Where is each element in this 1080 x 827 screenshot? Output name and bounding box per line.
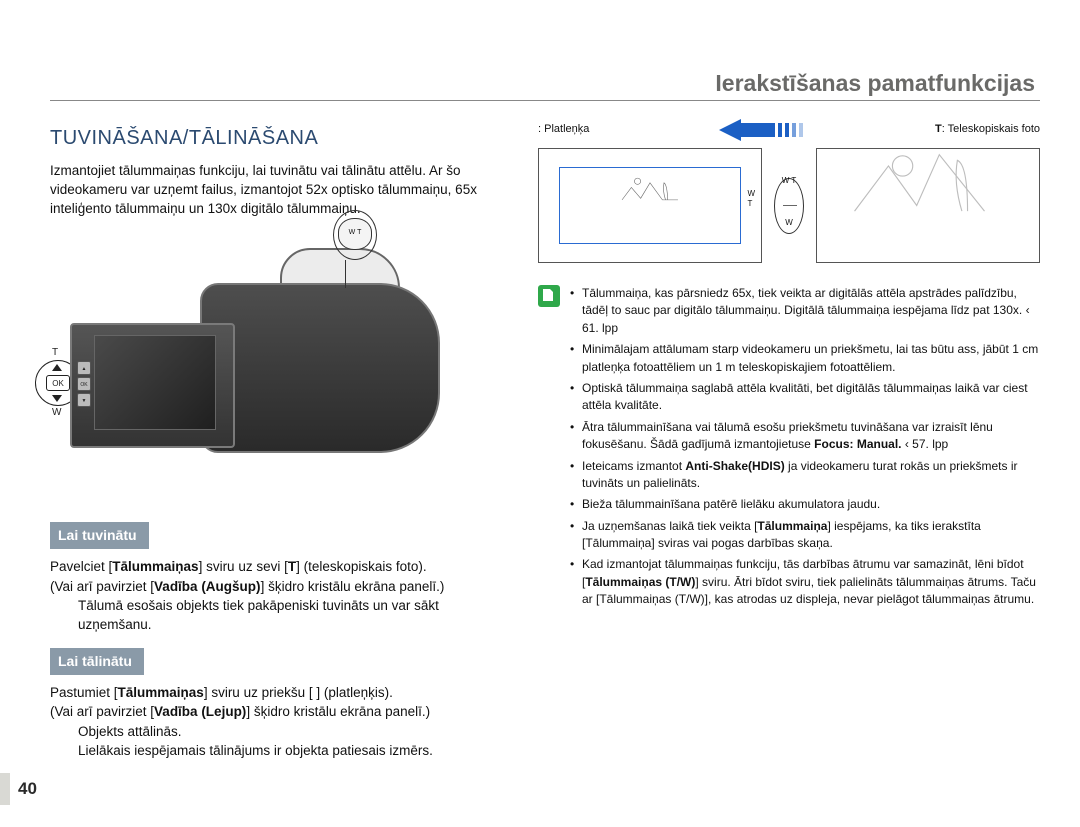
note-item: Minimālajam attālumam starp videokameru … <box>570 341 1040 376</box>
lcd-screen <box>94 335 216 430</box>
zi-1b: Tālummaiņas <box>112 559 198 574</box>
zoom-out-text: Pastumiet [Tālummaiņas] sviru uz priekšu… <box>50 683 510 760</box>
nav-ok-label: OK <box>46 375 70 391</box>
left-column: TUVINĀŠANA/TĀLINĀŠANA Izmantojiet tālumm… <box>50 120 510 760</box>
subheading-zoom-in: Lai tuvinātu <box>50 522 149 549</box>
note-7-text: Kad izmantojat tālummaiņas funkciju, tās… <box>582 557 1036 606</box>
dpad-up-icon: ▲ <box>77 361 91 375</box>
zo-1c: ] sviru uz priekšu [ ] (platleņķis). <box>204 685 393 700</box>
camera-illustration: T OK W ▲ ▼ OK W T <box>70 228 440 498</box>
note-list: Tālummaiņa, kas pārsniedz 65x, tiek veik… <box>570 285 1040 613</box>
zi-1e: ] (teleskopiskais foto). <box>296 559 427 574</box>
note-block: Tālummaiņa, kas pārsniedz 65x, tiek veik… <box>538 285 1040 613</box>
zi-1d: T <box>288 559 296 574</box>
thumb-w: W <box>747 189 755 199</box>
note-4-text: Ieteicams izmantot Anti-Shake(HDIS) ja v… <box>582 459 1017 490</box>
chapter-title: Ierakstīšanas pamatfunkcijas <box>715 70 1035 97</box>
thumb-t: T <box>747 199 755 209</box>
note-3-text: Ātra tālummainīšana vai tālumā esošu pri… <box>582 420 993 451</box>
zi-1c: ] sviru uz sevi [ <box>199 559 288 574</box>
right-column: : Platleņķa T: Teleskopiskais foto <box>538 120 1040 760</box>
camera-body <box>200 283 440 453</box>
zo-1a: Pastumiet [ <box>50 685 118 700</box>
tele-label-t: : Teleskopiskais foto <box>942 123 1040 135</box>
section-title: TUVINĀŠANA/TĀLINĀŠANA <box>50 125 510 153</box>
note-item: Tālummaiņa, kas pārsniedz 65x, tiek veik… <box>570 285 1040 337</box>
subheading-zoom-out: Lai tālinātu <box>50 648 144 675</box>
thumb-wt-labels: W T <box>747 189 755 210</box>
zoom-thumbnails: W T T W W T <box>538 148 1040 263</box>
content-columns: TUVINĀŠANA/TĀLINĀŠANA Izmantojiet tālumm… <box>50 120 1040 760</box>
intro-text: Izmantojiet tālummaiņas funkciju, lai tu… <box>50 161 510 218</box>
oval-w: W <box>775 217 803 228</box>
note-item: Ieteicams izmantot Anti-Shake(HDIS) ja v… <box>570 458 1040 493</box>
zi-2a: (Vai arī pavirziet [ <box>50 579 154 594</box>
zo-2b: Vadība (Lejup) <box>154 704 246 719</box>
zoom-lever-callout: W T <box>338 218 372 250</box>
zo-2a: (Vai arī pavirziet [ <box>50 704 154 719</box>
zoom-lever-oval-icon: T W W T <box>774 178 804 234</box>
callout-leader-line <box>345 260 346 288</box>
wide-label: : Platleņķa <box>538 122 711 137</box>
oval-w2: W T <box>775 175 803 186</box>
note-6-text: Ja uzņemšanas laikā tiek veikta [Tālumma… <box>582 519 981 550</box>
note-item: Bieža tālummainīšana patērē lielāku akum… <box>570 496 1040 513</box>
thumb-tele <box>816 148 1040 263</box>
zi-2b: Vadība (Augšup) <box>154 579 261 594</box>
zi-2c: ] šķidro kristālu ekrāna panelī.) <box>261 579 445 594</box>
note-icon <box>538 285 560 307</box>
zoom-labels-row: : Platleņķa T: Teleskopiskais foto <box>538 120 1040 140</box>
zoom-in-text: Pavelciet [Tālummaiņas] sviru uz sevi [T… <box>50 557 510 634</box>
mountain-sketch-large-icon <box>817 149 1039 217</box>
zo-2c: ] šķidro kristālu ekrāna panelī.) <box>246 704 430 719</box>
zi-3: Tālumā esošais objekts tiek pakāpeniski … <box>78 596 510 634</box>
note-item: Optiskā tālummaiņa saglabā attēla kvalit… <box>570 380 1040 415</box>
dpad-ok-icon: OK <box>77 377 91 391</box>
note-item: Ja uzņemšanas laikā tiek veikta [Tālumma… <box>570 518 1040 553</box>
header-rule <box>50 100 1040 101</box>
manual-page: 40 Ierakstīšanas pamatfunkcijas TUVINĀŠA… <box>0 0 1080 827</box>
margin-band <box>0 773 10 805</box>
zo-3: Objekts attālinās. <box>78 722 510 741</box>
zi-1a: Pavelciet [ <box>50 559 112 574</box>
zoom-direction-arrow-icon <box>719 120 859 140</box>
note-item: Kad izmantojat tālummaiņas funkciju, tās… <box>570 556 1040 608</box>
focus-frame-icon <box>559 167 741 244</box>
lcd-panel: ▲ ▼ OK <box>70 323 235 448</box>
zo-1b: Tālummaiņas <box>118 685 204 700</box>
page-number: 40 <box>18 779 37 799</box>
note-item: Ātra tālummainīšana vai tālumā esošu pri… <box>570 419 1040 454</box>
nav-callout: T OK W <box>35 346 75 446</box>
tele-label: T: Teleskopiskais foto <box>867 122 1040 137</box>
thumb-wide: W T <box>538 148 762 263</box>
dpad-down-icon: ▼ <box>77 393 91 407</box>
tele-label-b: T <box>935 123 942 135</box>
zo-4: Lielākais iespējamais tālinājums ir obje… <box>78 741 510 760</box>
